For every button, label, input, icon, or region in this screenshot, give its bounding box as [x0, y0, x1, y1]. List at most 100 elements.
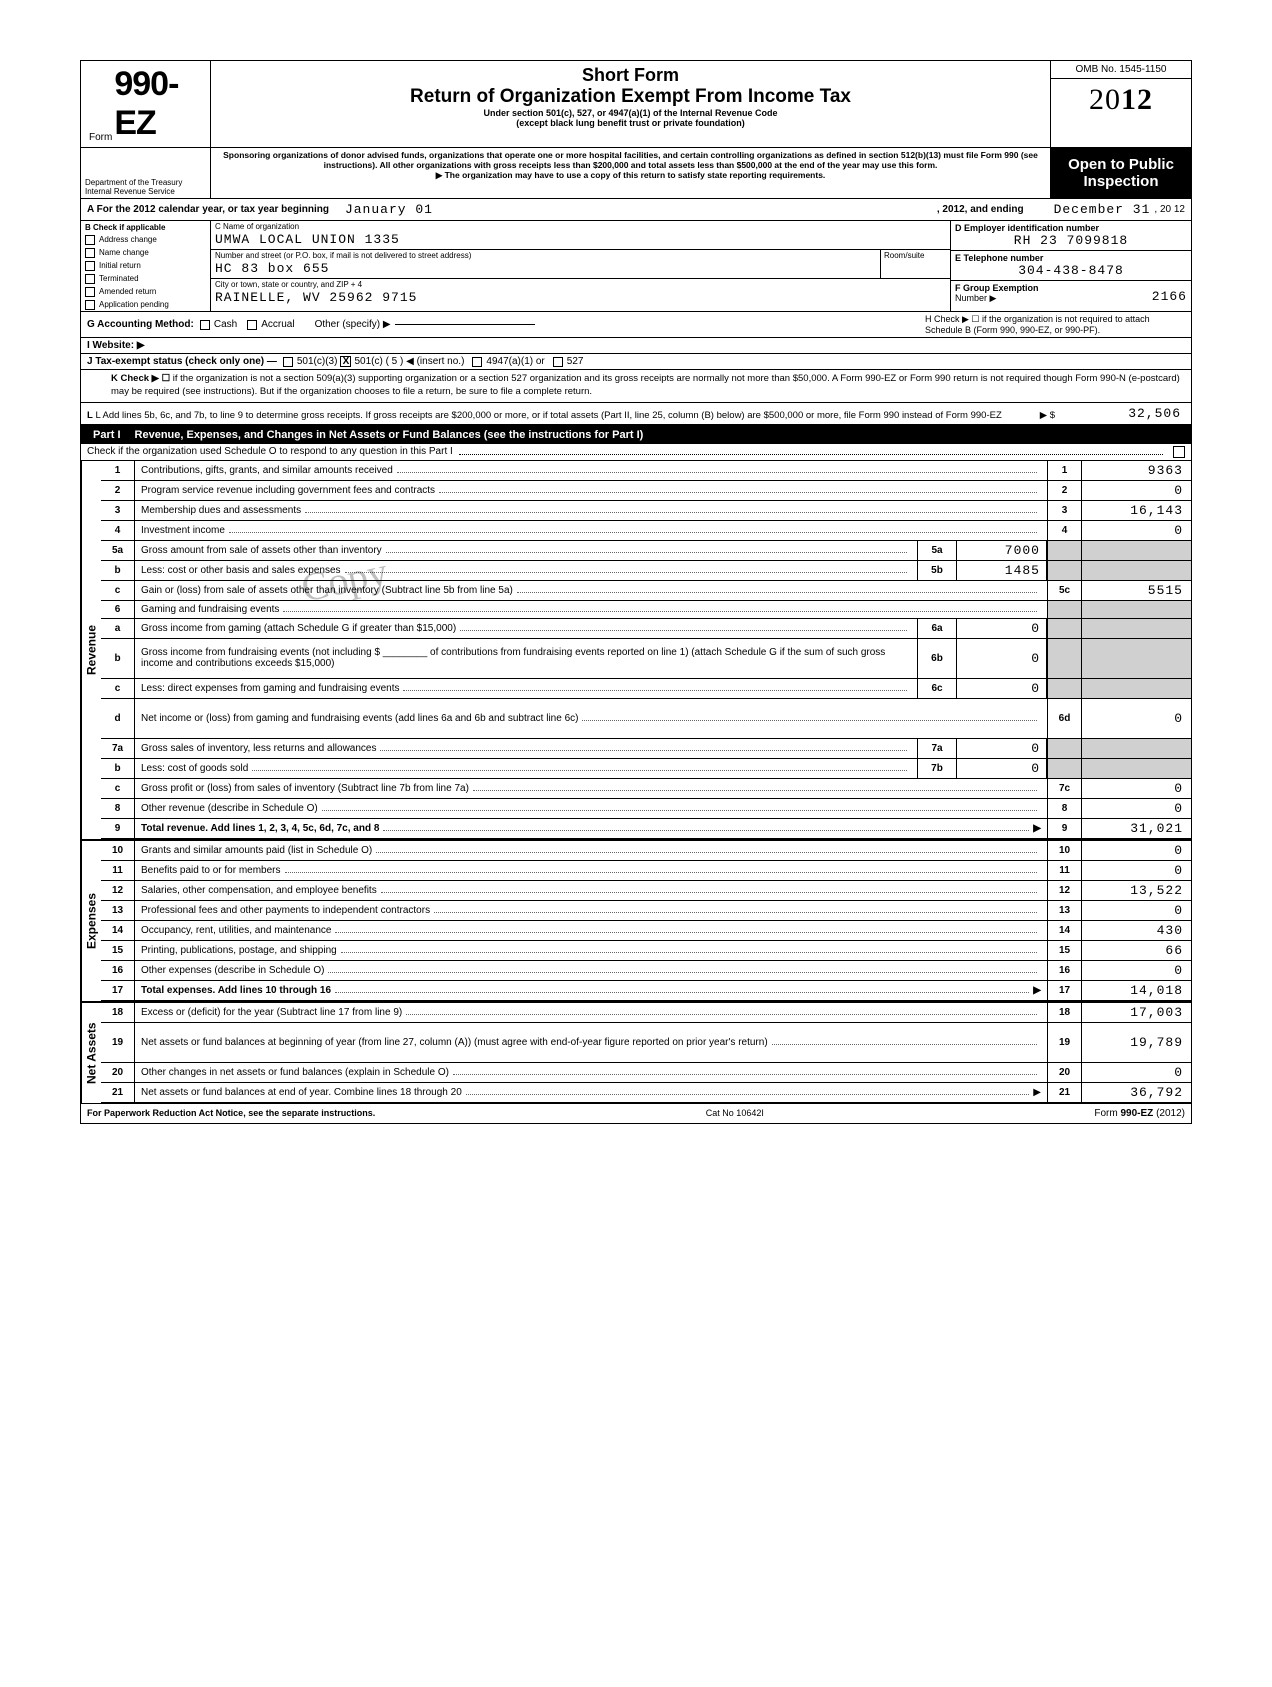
chk-accrual[interactable]: [247, 320, 257, 330]
street-label: Number and street (or P.O. box, if mail …: [211, 250, 880, 261]
col-name-address: C Name of organization UMWA LOCAL UNION …: [211, 221, 951, 311]
line-description: Professional fees and other payments to …: [135, 901, 1047, 920]
expenses-section: Expenses 10Grants and similar amounts pa…: [81, 839, 1191, 1001]
org-name-label: C Name of organization: [211, 221, 950, 232]
accounting-method-label: G Accounting Method:: [87, 319, 194, 330]
right-line-value: [1081, 619, 1191, 638]
mini-line-number: 6b: [917, 639, 957, 678]
right-line-value: [1081, 759, 1191, 778]
line-number: 8: [101, 799, 135, 818]
line-description: Less: cost or other basis and sales expe…: [135, 561, 917, 580]
right-line-value: 31,021: [1081, 819, 1191, 838]
phone-label: E Telephone number: [955, 253, 1187, 263]
right-line-number: [1047, 739, 1081, 758]
line-l-text: L Add lines 5b, 6c, and 7b, to line 9 to…: [95, 410, 1001, 421]
line-description: Investment income: [135, 521, 1047, 540]
right-line-value: 0: [1081, 699, 1191, 738]
line-number: 7a: [101, 739, 135, 758]
right-line-value: [1081, 679, 1191, 698]
right-line-value: 5515: [1081, 581, 1191, 600]
line-h-text: H Check ▶ ☐ if the organization is not r…: [925, 314, 1185, 335]
chk-label: Terminated: [99, 274, 139, 283]
right-line-value: 0: [1081, 779, 1191, 798]
right-line-value: 17,003: [1081, 1003, 1191, 1022]
line-number: 5a: [101, 541, 135, 560]
line-16: 16Other expenses (describe in Schedule O…: [101, 961, 1191, 981]
right-line-number: 13: [1047, 901, 1081, 920]
line-14: 14Occupancy, rent, utilities, and mainte…: [101, 921, 1191, 941]
chk-name-change[interactable]: Name change: [81, 246, 210, 259]
mini-line-number: 7b: [917, 759, 957, 778]
line-number: d: [101, 699, 135, 738]
line-2: 2Program service revenue including gover…: [101, 481, 1191, 501]
chk-initial-return[interactable]: Initial return: [81, 259, 210, 272]
line-k-lead: K Check ▶ ☐: [111, 373, 170, 384]
line-number: 11: [101, 861, 135, 880]
mini-line-value: 0: [957, 619, 1047, 638]
line-k-text: if the organization is not a section 509…: [111, 373, 1180, 397]
org-name: UMWA LOCAL UNION 1335: [211, 232, 950, 249]
chk-501c[interactable]: X: [340, 356, 351, 367]
website-label: I Website: ▶: [87, 340, 145, 351]
right-line-value: 0: [1081, 841, 1191, 860]
chk-amended[interactable]: Amended return: [81, 285, 210, 298]
line-l-arrow: ▶ $: [1040, 410, 1055, 421]
line-description: Less: direct expenses from gaming and fu…: [135, 679, 917, 698]
line-number: 13: [101, 901, 135, 920]
chk-4947[interactable]: [472, 357, 482, 367]
line-19: 19Net assets or fund balances at beginni…: [101, 1023, 1191, 1063]
right-line-number: 9: [1047, 819, 1081, 838]
chk-terminated[interactable]: Terminated: [81, 272, 210, 285]
line-17: 17Total expenses. Add lines 10 through 1…: [101, 981, 1191, 1001]
right-line-value: [1081, 739, 1191, 758]
line-number: 18: [101, 1003, 135, 1022]
right-line-value: [1081, 541, 1191, 560]
right-line-number: 20: [1047, 1063, 1081, 1082]
chk-application-pending[interactable]: Application pending: [81, 298, 210, 311]
line-description: Program service revenue including govern…: [135, 481, 1047, 500]
line-description: Excess or (deficit) for the year (Subtra…: [135, 1003, 1047, 1022]
chk-501c3[interactable]: [283, 357, 293, 367]
line-number: b: [101, 639, 135, 678]
line-5a: 5aGross amount from sale of assets other…: [101, 541, 1191, 561]
chk-527[interactable]: [553, 357, 563, 367]
line-j: J Tax-exempt status (check only one) — 5…: [81, 354, 1191, 370]
right-line-number: [1047, 541, 1081, 560]
mini-line-value: 0: [957, 739, 1047, 758]
chk-label: Name change: [99, 248, 149, 257]
line-description: Gaming and fundraising events: [135, 601, 1047, 618]
right-line-value: 19,789: [1081, 1023, 1191, 1062]
chk-address-change[interactable]: Address change: [81, 233, 210, 246]
right-line-number: [1047, 639, 1081, 678]
form-footer: For Paperwork Reduction Act Notice, see …: [81, 1104, 1191, 1123]
chk-cash[interactable]: [200, 320, 210, 330]
ein-value: RH 23 7099818: [955, 233, 1187, 248]
right-line-value: 0: [1081, 481, 1191, 500]
mini-line-number: 5a: [917, 541, 957, 560]
cash-label: Cash: [214, 319, 237, 330]
tax-year: 2012: [1051, 79, 1191, 121]
subtitle-2: (except black lung benefit trust or priv…: [219, 118, 1042, 128]
room-suite-label: Room/suite: [880, 250, 950, 278]
year-prefix: 20: [1089, 83, 1121, 116]
subtitle-1: Under section 501(c), 527, or 4947(a)(1)…: [219, 108, 1042, 118]
revenue-section: Revenue 1Contributions, gifts, grants, a…: [81, 461, 1191, 839]
ein-label: D Employer identification number: [955, 223, 1187, 233]
line-description: Gross sales of inventory, less returns a…: [135, 739, 917, 758]
line-number: c: [101, 779, 135, 798]
mini-line-number: 5b: [917, 561, 957, 580]
right-line-number: [1047, 619, 1081, 638]
line-description: Net assets or fund balances at end of ye…: [135, 1083, 1047, 1102]
col-b-checks: B Check if applicable Address change Nam…: [81, 221, 211, 311]
checks-header: B Check if applicable: [81, 221, 210, 233]
dept-irs: Internal Revenue Service: [85, 187, 206, 196]
netassets-side-label: Net Assets: [81, 1003, 101, 1103]
schedule-o-checkbox[interactable]: [1173, 446, 1185, 458]
right-line-number: 11: [1047, 861, 1081, 880]
group-exemption-label: F Group Exemption: [955, 283, 1152, 293]
right-line-number: 7c: [1047, 779, 1081, 798]
line-8: 8Other revenue (describe in Schedule O)8…: [101, 799, 1191, 819]
line-k: K Check ▶ ☐ if the organization is not a…: [81, 370, 1191, 403]
line-d: dNet income or (loss) from gaming and fu…: [101, 699, 1191, 739]
line-20: 20Other changes in net assets or fund ba…: [101, 1063, 1191, 1083]
